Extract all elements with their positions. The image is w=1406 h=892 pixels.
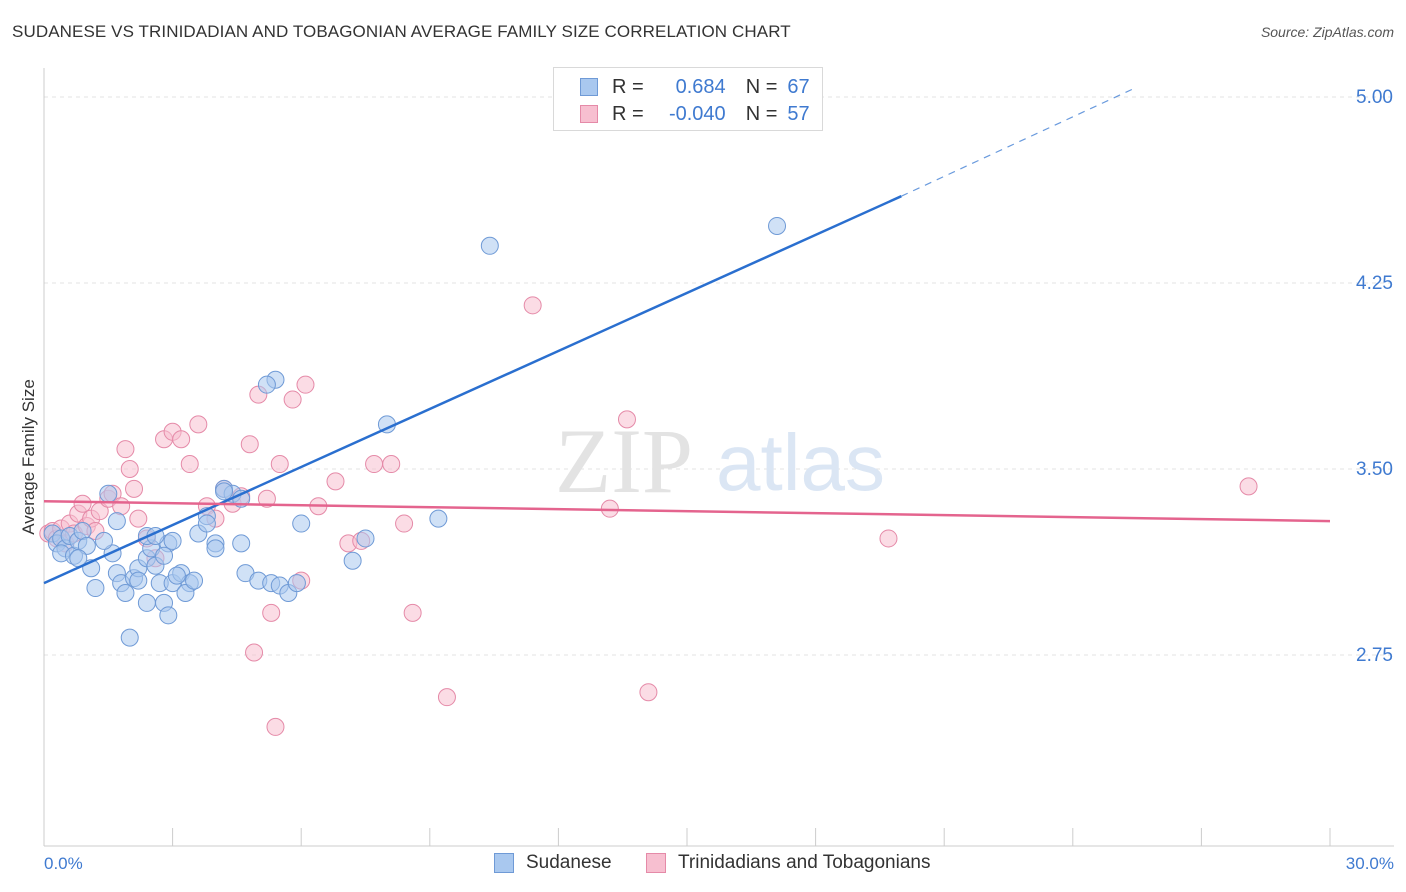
data-point [73,494,92,513]
data-point [129,509,148,528]
data-point [296,375,315,394]
r-label: R = [612,75,644,98]
data-point [95,531,114,550]
data-point [232,534,251,553]
data-point [480,236,499,255]
legend-label: Sudanese [526,852,612,873]
legend-row-sudanese: R = 0.684 N = 67 [580,74,810,100]
data-point [120,628,139,647]
data-point [99,484,118,503]
watermark-atlas: atlas [716,418,885,507]
legend-swatch-blue [494,853,514,873]
n-value: 57 [787,102,810,125]
data-point [879,529,898,548]
data-point [185,571,204,590]
data-point [429,509,448,528]
legend-item-sudanese[interactable]: Sudanese [494,852,612,874]
data-point [287,574,306,593]
data-point [617,410,636,429]
y-axis-label: Average Family Size [19,379,38,535]
data-point [1239,477,1258,496]
data-point [180,455,199,474]
data-point [73,522,92,540]
data-point [155,546,174,565]
data-point [86,579,105,598]
n-label: N = [745,102,778,125]
y-tick-labels: 2.75 3.50 4.25 5.00 [1356,87,1393,666]
data-point [270,455,289,474]
data-point [172,430,191,449]
data-point [283,390,302,409]
x-ticks [43,828,1331,846]
legend-label: Trinidadians and Tobagonians [678,852,931,873]
r-value: -0.040 [668,102,726,125]
trend-line-trinidadians [43,499,1331,523]
trend-line-sudanese [43,195,902,585]
y-tick-label: 3.50 [1356,459,1393,480]
chart-title: SUDANESE VS TRINIDADIAN AND TOBAGONIAN A… [12,22,791,41]
legend-row-trinidadians: R = -0.040 N = 57 [580,101,810,127]
data-point [403,603,422,622]
data-point [365,455,384,474]
n-value: 67 [787,75,810,98]
data-point [437,688,456,707]
data-point [112,497,131,516]
data-point [116,440,135,459]
legend-swatch-pink [580,105,598,123]
data-point [176,584,195,602]
series-sudanese-points [43,216,787,647]
data-point [197,514,216,533]
r-value: 0.684 [675,75,726,98]
data-point [245,643,264,662]
data-point [356,529,375,548]
x-tick-label-min: 0.0% [44,854,83,873]
data-point [523,296,542,315]
trend-line-sudanese-extension [901,86,1138,197]
data-point [768,216,787,235]
data-point [343,551,362,570]
data-point [326,472,345,491]
y-tick-label: 4.25 [1356,273,1393,294]
data-point [257,489,276,508]
data-point [240,435,259,454]
legend-swatch-pink [646,853,666,873]
watermark: ZIP atlas [555,410,885,512]
data-point [395,514,414,533]
legend-item-trinidadians[interactable]: Trinidadians and Tobagonians [646,852,930,874]
legend-swatch-blue [580,78,598,96]
data-point [262,603,281,622]
data-point [107,512,126,531]
axes [43,68,1394,847]
x-tick-label-max: 30.0% [1346,854,1394,873]
data-point [382,455,401,474]
data-point [266,717,285,736]
data-point [120,460,139,478]
r-label: R = [612,102,644,125]
trend-lines [43,86,1331,585]
data-point [292,514,311,533]
data-point [137,593,156,612]
data-point [639,683,658,702]
data-point [116,584,135,602]
data-point [125,479,144,498]
data-point [189,415,208,434]
series-legend: Sudanese Trinidadians and Tobagonians [0,852,1406,878]
data-point [206,539,225,558]
data-point [257,375,276,394]
data-point [159,606,178,625]
data-point [163,531,182,550]
data-point [215,482,234,501]
data-point [129,571,148,590]
data-point [77,536,96,555]
chart-source: Source: ZipAtlas.com [1260,24,1394,40]
n-label: N = [745,75,778,98]
y-tick-label: 2.75 [1356,645,1393,666]
correlation-legend: R = 0.684 N = 67 R = -0.040 N = 57 [553,67,823,131]
y-tick-label: 5.00 [1356,87,1393,108]
data-point [167,566,186,585]
